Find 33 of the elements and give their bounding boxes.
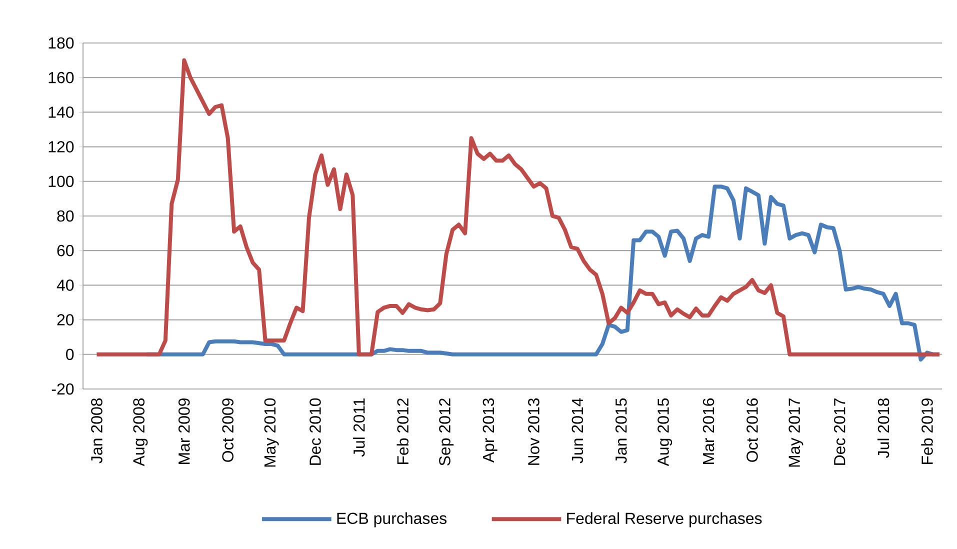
x-tick-label: Jan 2015 <box>615 398 627 464</box>
x-tick-label: Mar 2009 <box>178 398 190 464</box>
y-tick-label: 80 <box>57 210 74 222</box>
x-tick-label: Feb 2019 <box>921 398 933 464</box>
x-tick-label: Aug 2008 <box>133 398 148 466</box>
y-tick-label: 20 <box>57 314 74 326</box>
x-tick-label: Jul 2011 <box>353 398 365 457</box>
x-tick-label: Feb 2012 <box>396 398 408 464</box>
x-tick-label: Aug 2015 <box>658 398 672 466</box>
x-tick-label: Jun 2014 <box>572 398 584 464</box>
x-tick-label: Oct 2009 <box>222 398 234 462</box>
x-tick-label: Dec 2017 <box>834 398 846 465</box>
x-tick-label: Oct 2016 <box>746 398 758 462</box>
x-tick-label: Sep 2012 <box>439 398 454 466</box>
x-tick-label: Mar 2016 <box>702 398 714 464</box>
y-tick-label: 160 <box>48 72 74 84</box>
y-tick-label: 100 <box>48 176 74 188</box>
y-tick-label: 0 <box>66 348 74 360</box>
x-tick-label: May 2017 <box>788 398 804 467</box>
x-tick-label: Jul 2018 <box>877 398 890 458</box>
x-tick-label: Apr 2013 <box>482 398 498 463</box>
x-tick-label: Jan 2008 <box>91 398 102 464</box>
legend-label: Federal Reserve purchases <box>567 512 762 528</box>
legend-label: ECB purchases <box>337 512 447 528</box>
y-tick-label: 60 <box>57 244 74 256</box>
x-tick-label: Dec 2010 <box>310 398 321 465</box>
y-tick-label: 120 <box>48 141 74 152</box>
x-tick-label: Nov 2013 <box>528 398 540 465</box>
x-tick-label: May 2010 <box>264 398 279 467</box>
y-tick-label: 40 <box>56 280 74 291</box>
y-tick-label: 180 <box>48 37 74 49</box>
y-tick-label: -20 <box>52 383 74 395</box>
y-tick-label: 140 <box>48 106 74 118</box>
